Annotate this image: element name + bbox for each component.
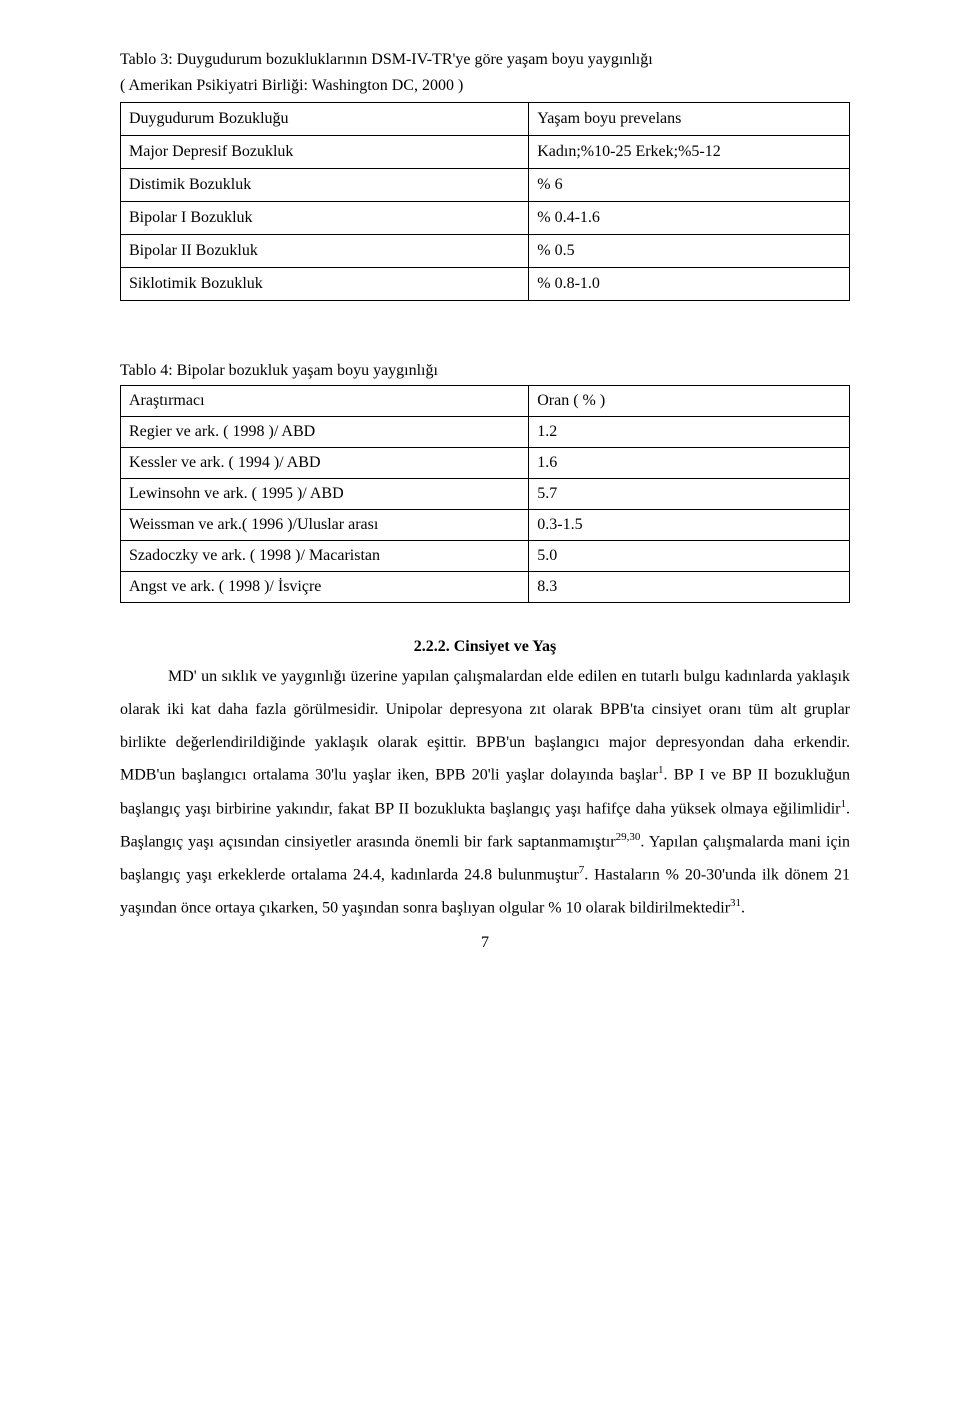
cell: Bipolar II Bozukluk	[121, 235, 529, 268]
cell: Weissman ve ark.( 1996 )/Uluslar arası	[121, 510, 529, 541]
cell: Lewinsohn ve ark. ( 1995 )/ ABD	[121, 479, 529, 510]
cell: Regier ve ark. ( 1998 )/ ABD	[121, 417, 529, 448]
table-row: Major Depresif Bozukluk Kadın;%10-25 Erk…	[121, 136, 850, 169]
cell: 8.3	[529, 572, 850, 603]
table-row: Kessler ve ark. ( 1994 )/ ABD 1.6	[121, 448, 850, 479]
table3-heading: Tablo 3: Duygudurum bozukluklarının DSM-…	[120, 48, 850, 72]
table-row: Lewinsohn ve ark. ( 1995 )/ ABD 5.7	[121, 479, 850, 510]
page-number: 7	[120, 931, 850, 955]
table-row: Angst ve ark. ( 1998 )/ İsviçre 8.3	[121, 572, 850, 603]
table4: Araştırmacı Oran ( % ) Regier ve ark. ( …	[120, 385, 850, 603]
table4-heading: Tablo 4: Bipolar bozukluk yaşam boyu yay…	[120, 359, 850, 383]
cell: % 0.8-1.0	[529, 268, 850, 301]
table-row: Siklotimik Bozukluk % 0.8-1.0	[121, 268, 850, 301]
cell: Szadoczky ve ark. ( 1998 )/ Macaristan	[121, 541, 529, 572]
cell: 5.7	[529, 479, 850, 510]
table-row: Szadoczky ve ark. ( 1998 )/ Macaristan 5…	[121, 541, 850, 572]
table-row: Weissman ve ark.( 1996 )/Uluslar arası 0…	[121, 510, 850, 541]
cell: Duygudurum Bozukluğu	[121, 103, 529, 136]
para-text: .	[741, 899, 745, 916]
cell: Siklotimik Bozukluk	[121, 268, 529, 301]
cell: Angst ve ark. ( 1998 )/ İsviçre	[121, 572, 529, 603]
cell: Kessler ve ark. ( 1994 )/ ABD	[121, 448, 529, 479]
cell: 1.2	[529, 417, 850, 448]
table3-subheading: ( Amerikan Psikiyatri Birliği: Washingto…	[120, 74, 850, 98]
table-row: Distimik Bozukluk % 6	[121, 169, 850, 202]
table-row: Duygudurum Bozukluğu Yaşam boyu prevelan…	[121, 103, 850, 136]
table-row: Regier ve ark. ( 1998 )/ ABD 1.2	[121, 417, 850, 448]
cell: 5.0	[529, 541, 850, 572]
cell: % 6	[529, 169, 850, 202]
section-paragraph: MD' un sıklık ve yaygınlığı üzerine yapı…	[120, 661, 850, 925]
table-row: Bipolar II Bozukluk % 0.5	[121, 235, 850, 268]
cell: % 0.5	[529, 235, 850, 268]
cell: Oran ( % )	[529, 386, 850, 417]
cell: Distimik Bozukluk	[121, 169, 529, 202]
cell: Major Depresif Bozukluk	[121, 136, 529, 169]
superscript: 31	[730, 897, 741, 909]
superscript: 29,30	[616, 831, 641, 843]
cell: % 0.4-1.6	[529, 202, 850, 235]
table-row: Bipolar I Bozukluk % 0.4-1.6	[121, 202, 850, 235]
cell: Yaşam boyu prevelans	[529, 103, 850, 136]
cell: 1.6	[529, 448, 850, 479]
cell: Kadın;%10-25 Erkek;%5-12	[529, 136, 850, 169]
cell: Araştırmacı	[121, 386, 529, 417]
table3: Duygudurum Bozukluğu Yaşam boyu prevelan…	[120, 102, 850, 301]
table-row: Araştırmacı Oran ( % )	[121, 386, 850, 417]
section-title: 2.2.2. Cinsiyet ve Yaş	[120, 635, 850, 659]
cell: Bipolar I Bozukluk	[121, 202, 529, 235]
cell: 0.3-1.5	[529, 510, 850, 541]
